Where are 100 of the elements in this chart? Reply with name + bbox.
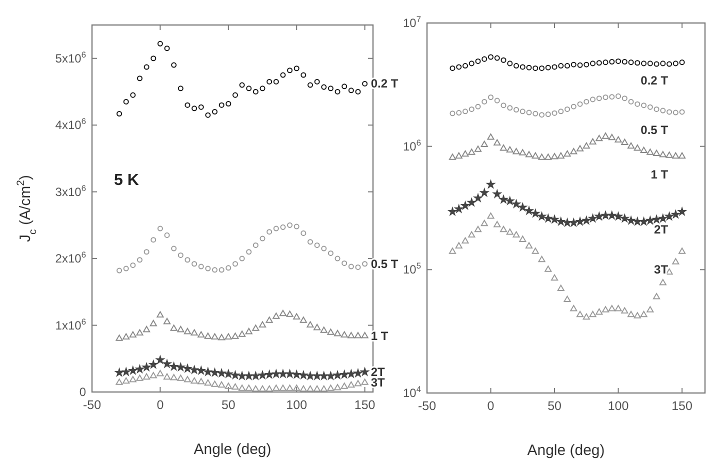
point: [577, 101, 583, 107]
point: [292, 370, 302, 379]
point: [238, 371, 247, 380]
point: [494, 139, 501, 146]
point: [136, 257, 142, 263]
point: [204, 332, 212, 339]
point: [129, 331, 136, 338]
point: [455, 152, 462, 159]
point: [362, 261, 368, 267]
point: [582, 142, 590, 149]
point: [550, 152, 558, 160]
point: [628, 60, 634, 66]
point: [564, 63, 570, 69]
point: [178, 86, 184, 92]
point: [136, 374, 144, 381]
point: [518, 202, 528, 212]
y-tick-label: 5x10$^{6}$: [55, 49, 86, 66]
point: [672, 110, 678, 116]
point: [467, 198, 476, 206]
point: [130, 92, 136, 98]
point: [506, 228, 514, 235]
point: [609, 59, 615, 65]
point: [460, 200, 470, 210]
point: [526, 64, 532, 70]
point: [218, 334, 226, 340]
point: [468, 106, 474, 112]
point: [494, 98, 500, 104]
point: [266, 78, 272, 84]
point: [622, 96, 628, 102]
point: [244, 371, 254, 380]
point: [307, 82, 314, 88]
point: [163, 318, 171, 324]
point: [279, 310, 287, 316]
point: [628, 142, 635, 149]
point: [258, 321, 266, 328]
point: [218, 267, 224, 273]
point: [239, 82, 245, 88]
point: [596, 308, 603, 315]
point: [652, 214, 662, 224]
point: [334, 330, 342, 336]
point: [486, 180, 496, 188]
point: [328, 250, 334, 256]
point: [499, 194, 508, 204]
point: [678, 206, 687, 216]
point: [544, 154, 552, 160]
point: [672, 152, 680, 159]
point: [530, 208, 540, 218]
point: [280, 224, 286, 230]
point: [672, 60, 678, 66]
point: [287, 222, 293, 228]
point: [664, 212, 674, 220]
point: [157, 40, 163, 46]
point: [307, 239, 314, 245]
point: [550, 274, 558, 281]
point: [354, 332, 362, 338]
point: [148, 360, 158, 369]
point: [654, 61, 660, 67]
point: [182, 364, 192, 373]
point: [632, 216, 642, 226]
point: [507, 60, 513, 66]
point: [251, 371, 260, 380]
x-tick-label: 150: [672, 399, 693, 413]
point: [320, 326, 328, 333]
point: [653, 150, 660, 156]
point: [278, 369, 288, 378]
point: [634, 144, 641, 151]
point: [272, 369, 281, 378]
point: [448, 248, 456, 254]
point: [532, 110, 538, 116]
point: [170, 324, 178, 331]
point: [539, 65, 545, 71]
point: [192, 106, 198, 112]
point: [507, 105, 513, 111]
x-tick-label: 50: [548, 399, 562, 413]
point: [327, 384, 334, 391]
point: [512, 231, 520, 238]
point: [306, 371, 315, 380]
point: [462, 108, 468, 114]
point: [640, 310, 648, 318]
point: [116, 268, 122, 274]
point: [224, 382, 232, 389]
point: [122, 367, 131, 376]
point: [448, 154, 456, 160]
point: [252, 242, 258, 248]
point: [552, 110, 558, 116]
point: [306, 321, 314, 328]
point: [300, 230, 306, 236]
point: [582, 313, 590, 320]
point: [300, 316, 307, 323]
point: [346, 369, 356, 378]
point: [314, 324, 321, 330]
point: [203, 367, 212, 376]
point: [135, 364, 144, 374]
point: [286, 310, 294, 317]
point: [448, 206, 458, 216]
x-tick-label: 50: [221, 398, 236, 412]
point: [144, 64, 150, 70]
point: [506, 146, 514, 152]
point: [266, 229, 272, 235]
point: [514, 106, 520, 112]
